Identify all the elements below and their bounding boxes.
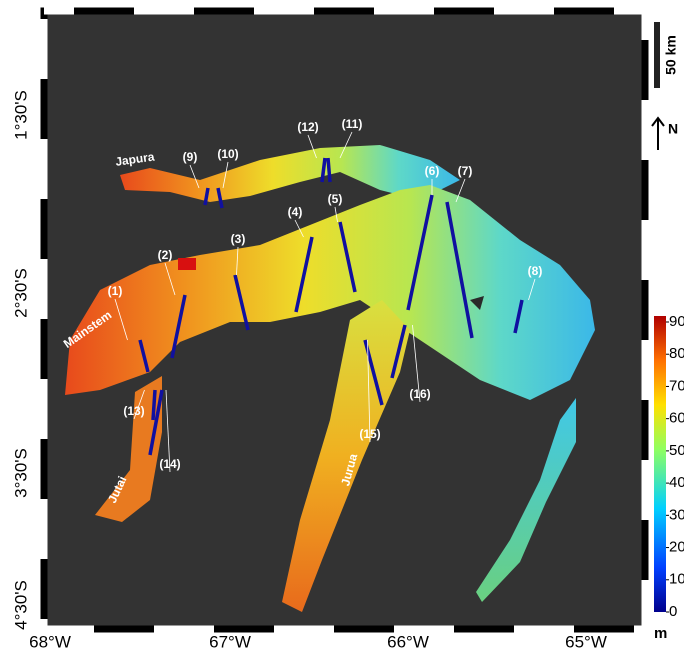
transect-label: (10) — [217, 147, 238, 161]
latitude-label: 4°30'S — [11, 580, 30, 630]
transect-label: (7) — [458, 164, 473, 178]
transect-label: (1) — [108, 284, 123, 298]
page: {"map": { "scale_bar": "50 km", "north":… — [0, 0, 684, 659]
scale-bar-label: 50 km — [663, 35, 679, 75]
north-arrow — [652, 118, 664, 150]
scale-bar — [654, 22, 660, 88]
transect-label: (13) — [123, 404, 144, 418]
latitude-label: 2°30'S — [11, 268, 30, 318]
north-label: N — [668, 121, 678, 137]
colorbar-tick-label: 50 — [669, 442, 684, 459]
longitude-label: 65°W — [565, 632, 607, 651]
colorbar-tick-label: 70 — [669, 377, 684, 394]
colorbar-unit: m — [654, 625, 667, 642]
colorbar-tick-label: 30 — [669, 506, 684, 523]
transect — [328, 158, 330, 182]
transect-label: (11) — [342, 117, 363, 131]
latitude-label: 1°30'S — [11, 90, 30, 140]
transect-label: (5) — [328, 192, 343, 206]
colorbar-tick-label: 90 — [669, 313, 684, 330]
transect — [153, 390, 155, 420]
latitude-label: 3°30'S — [11, 448, 30, 498]
longitude-label: 68°W — [29, 632, 71, 651]
transect-label: (8) — [528, 264, 543, 278]
transect-label: (16) — [409, 387, 430, 401]
colorbar-tick-label: 40 — [669, 474, 684, 491]
transect-label: (12) — [297, 120, 318, 134]
transect-label: (2) — [158, 248, 173, 262]
transect-label: (3) — [231, 232, 246, 246]
longitude-label: 67°W — [209, 632, 251, 651]
colorbar-tick-label: 60 — [669, 410, 684, 427]
colorbar — [654, 316, 666, 612]
colorbar-tick-label: 10 — [669, 571, 684, 588]
transect-label: (14) — [159, 457, 180, 471]
transect-label: (15) — [359, 427, 380, 441]
map-figure: (1) (2) (3) (4) (5) (6) (7) (8) (9) (10) (11) (12) (… — [0, 0, 684, 659]
colorbar-tick-label: 80 — [669, 345, 684, 362]
transect-label: (6) — [425, 164, 440, 178]
colorbar-tick-label: 20 — [669, 539, 684, 556]
transect-label: (4) — [288, 205, 303, 219]
longitude-label: 66°W — [387, 632, 429, 651]
colorbar-tick-label: 0 — [669, 603, 677, 620]
transect-label: (9) — [183, 150, 198, 164]
